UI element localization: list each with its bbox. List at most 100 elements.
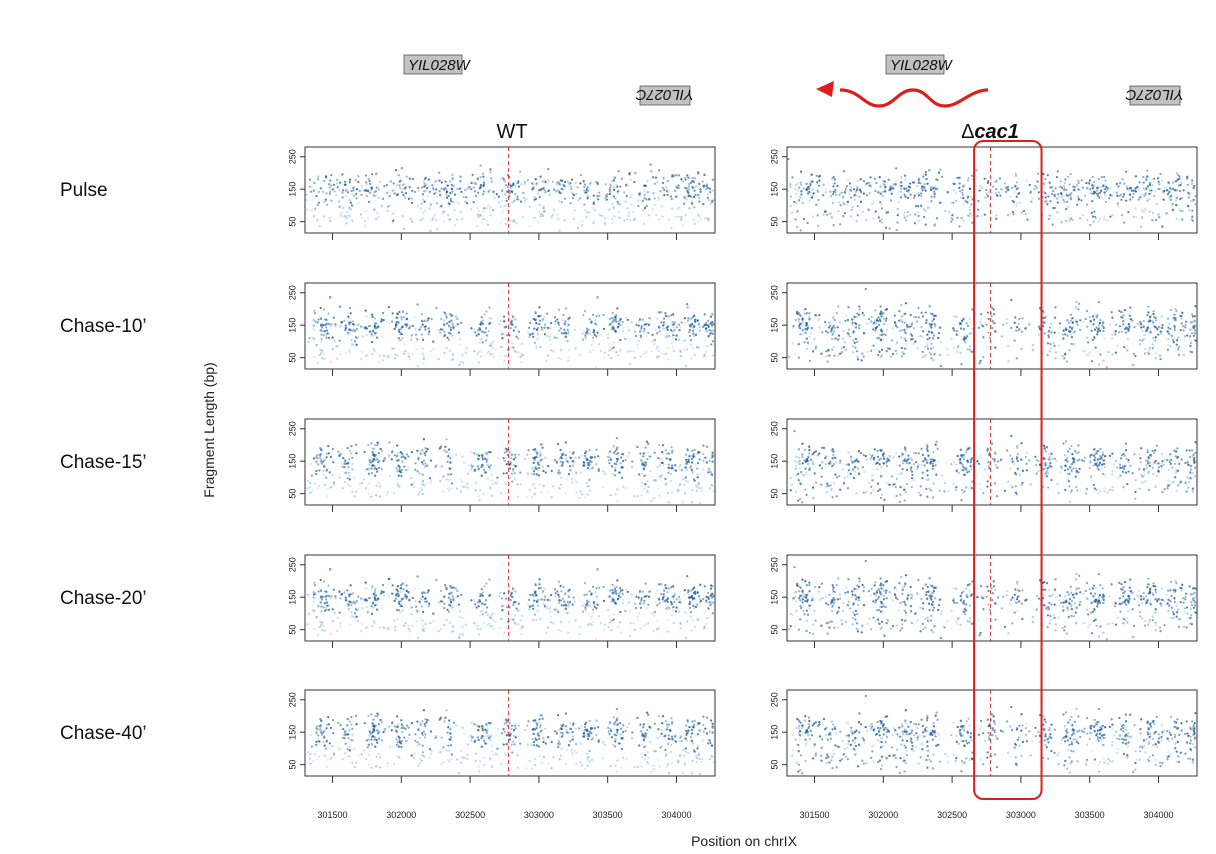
data-point [355,188,359,191]
data-point [691,329,695,332]
data-point [1190,182,1194,185]
data-point [692,591,695,595]
data-point [550,740,553,744]
data-point [423,182,426,185]
data-point [448,349,451,353]
data-point [660,311,663,314]
data-point [961,202,965,206]
data-point [878,176,881,179]
data-point [349,214,352,218]
data-point [351,592,355,595]
data-point [543,598,546,601]
data-point [608,349,611,352]
data-point [396,312,399,316]
data-point [376,441,379,444]
data-point [383,626,386,630]
data-point [439,716,443,719]
data-point [501,209,504,212]
data-point [1175,172,1178,175]
data-point [485,606,489,609]
data-point [693,218,696,221]
data-point [647,485,650,489]
data-point [508,451,511,454]
data-point [1093,210,1096,213]
data-point [397,594,400,598]
data-point [1065,194,1068,197]
data-point [680,216,683,219]
data-point [682,754,686,757]
data-point [690,732,694,735]
data-point [612,326,615,329]
data-point [377,325,380,328]
data-point [405,597,408,600]
data-point [513,453,517,456]
data-point [1048,181,1051,185]
data-point [639,606,643,609]
data-point [603,472,607,475]
data-point [522,191,525,195]
data-point [571,481,574,484]
data-point [445,316,448,319]
data-point [964,199,967,203]
data-point [373,725,376,728]
data-point [306,487,309,490]
data-point [588,464,591,467]
data-point [489,321,492,324]
data-point [467,743,470,746]
data-point [950,220,953,223]
data-point [449,744,453,747]
data-point [1044,192,1047,195]
data-point [692,332,695,335]
data-point [583,767,587,770]
data-point [424,462,427,465]
data-point [666,618,670,621]
data-point [619,203,622,206]
data-point [470,450,473,454]
data-point [640,326,643,330]
data-point [645,184,648,188]
data-point [695,489,699,493]
data-point [530,767,534,770]
y-tick-label: 250 [287,421,297,436]
data-point [424,453,427,457]
data-point [543,333,547,336]
data-point [485,731,488,735]
data-point [930,195,933,199]
data-point [533,327,536,330]
data-point [557,308,560,311]
scatter-points [786,157,1197,232]
data-point [320,460,323,464]
gene-box [403,54,463,75]
data-point [579,490,582,493]
data-point [351,468,354,471]
data-point [589,622,592,626]
data-point [903,211,906,214]
data-point [404,186,408,189]
data-point [670,743,673,747]
data-point [405,312,408,315]
data-point [1136,185,1139,189]
data-point [456,187,459,191]
data-point [472,735,475,739]
data-point [597,726,600,729]
data-point [1036,172,1040,175]
data-point [1163,186,1166,189]
data-point [691,203,694,207]
data-point [335,193,338,197]
data-point [1075,184,1079,187]
data-point [881,194,884,198]
gene-box [1129,85,1181,106]
data-point [594,591,597,594]
data-point [621,588,624,592]
data-point [576,186,579,189]
data-point [538,189,541,192]
panels: 5015025050150250501502505015025050150250… [287,146,1198,820]
data-point [608,343,611,346]
data-point [618,621,622,624]
data-point [672,323,675,326]
data-point [612,206,615,210]
data-point [683,763,687,766]
data-point [444,586,448,589]
data-point [631,210,634,213]
data-point [435,578,438,582]
